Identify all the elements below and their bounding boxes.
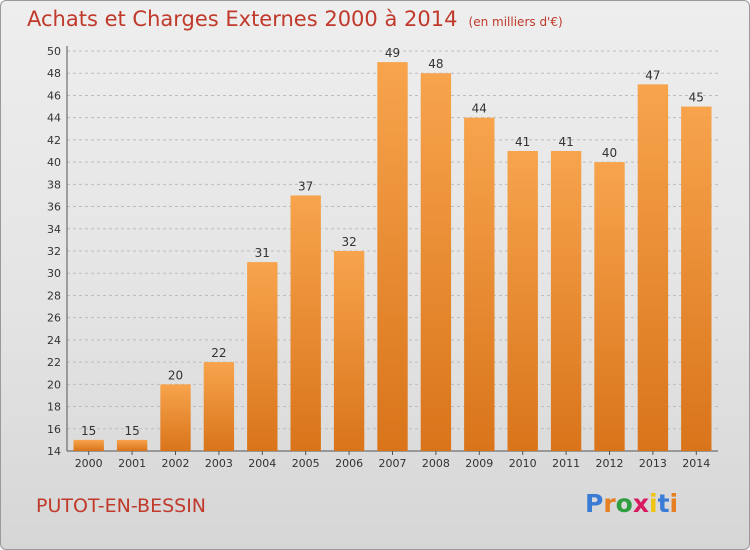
value-label-2010: 41 [515, 135, 530, 149]
value-label-2005: 37 [298, 179, 313, 193]
value-label-2000: 15 [81, 424, 96, 438]
y-tick-labels: 14 16 18 20 22 24 26 28 30 32 34 36 38 40 42 44 46 48 50 [47, 45, 61, 458]
bar-2012[interactable] [594, 162, 625, 451]
logo-letter: P [585, 489, 604, 518]
x-tick-label-2001: 2001 [118, 457, 146, 470]
y-tick-label: 30 [47, 267, 61, 280]
title-row: Achats et Charges Externes 2000 à 2014 (… [27, 7, 563, 31]
logo-letter: o [615, 489, 633, 518]
x-tick-label-2013: 2013 [639, 457, 667, 470]
x-tick-label-2009: 2009 [465, 457, 493, 470]
value-label-2008: 48 [428, 57, 443, 71]
value-label-2003: 22 [211, 346, 226, 360]
bar-2004[interactable] [247, 262, 278, 451]
value-label-2006: 32 [341, 235, 356, 249]
bar-2014[interactable] [681, 106, 712, 452]
x-tick-label-2008: 2008 [422, 457, 450, 470]
bar-2010[interactable] [507, 151, 538, 451]
y-tick-label: 50 [47, 45, 61, 58]
value-label-2001: 15 [124, 424, 139, 438]
bar-2013[interactable] [637, 84, 669, 451]
y-tick-label: 18 [47, 401, 61, 414]
chart-subtitle: (en milliers d'€) [468, 15, 563, 29]
y-tick-label: 20 [47, 378, 61, 391]
y-tick-label: 46 [47, 89, 61, 102]
x-tick-label-2010: 2010 [509, 457, 537, 470]
y-tick-label: 44 [47, 112, 61, 125]
logo-letter: i [649, 489, 658, 518]
chart-title: Achats et Charges Externes 2000 à 2014 [27, 7, 458, 31]
y-tick-label: 26 [47, 312, 61, 325]
y-tick-label: 22 [47, 356, 61, 369]
y-tick-label: 16 [47, 423, 61, 436]
value-label-2002: 20 [168, 368, 183, 382]
bar-2002[interactable] [160, 384, 191, 451]
x-tick-label-2003: 2003 [205, 457, 233, 470]
x-tick-label-2006: 2006 [335, 457, 363, 470]
x-tick-label-2002: 2002 [162, 457, 190, 470]
bar-2007[interactable] [377, 62, 408, 451]
commune-name: PUTOT-EN-BESSIN [36, 495, 207, 517]
value-label-2014: 45 [689, 91, 704, 105]
logo-letter: r [603, 489, 616, 518]
logo-letter: t [657, 489, 670, 518]
logo-letter: i [669, 489, 679, 518]
y-tick-label: 40 [47, 156, 61, 169]
proxiti-logo[interactable]: Proxiti [585, 489, 678, 518]
bar-2003[interactable] [203, 362, 235, 451]
y-tick-label: 38 [47, 178, 61, 191]
value-label-2007: 49 [385, 46, 400, 60]
bar-2006[interactable] [333, 251, 365, 451]
value-label-2013: 47 [645, 68, 660, 82]
y-tick-label: 14 [47, 445, 61, 458]
value-label-2011: 41 [558, 135, 573, 149]
x-tick-label-2012: 2012 [596, 457, 624, 470]
y-tick-label: 28 [47, 289, 61, 302]
logo-letter: x [632, 489, 649, 518]
x-tick-label-2014: 2014 [682, 457, 710, 470]
y-tick-label: 32 [47, 245, 61, 258]
bar-2011[interactable] [550, 151, 582, 451]
x-tick-label-2007: 2007 [379, 457, 407, 470]
x-tick-labels: 2000 2001 2002 2003 2004 2005 2006 2007 2008 2009… [75, 457, 711, 470]
value-label-2009: 44 [472, 102, 487, 116]
bar-2000[interactable] [73, 439, 104, 451]
y-tick-label: 24 [47, 334, 61, 347]
x-tick-label-2005: 2005 [292, 457, 320, 470]
bar-2005[interactable] [290, 195, 321, 451]
x-tick-label-2000: 2000 [75, 457, 103, 470]
y-tick-label: 34 [47, 223, 61, 236]
y-tick-label: 48 [47, 67, 61, 80]
x-tick-label-2004: 2004 [248, 457, 276, 470]
value-label-2012: 40 [602, 146, 617, 160]
value-label-2004: 31 [255, 246, 270, 260]
bar-2009[interactable] [464, 117, 495, 452]
bars [73, 62, 712, 452]
bar-2008[interactable] [420, 73, 452, 451]
x-tick-label-2011: 2011 [552, 457, 580, 470]
y-tick-label: 42 [47, 134, 61, 147]
value-labels: 15 15 20 22 31 37 32 49 48 44 41 41 40 47 45 [81, 46, 704, 438]
bar-2001[interactable] [116, 439, 148, 451]
y-tick-label: 36 [47, 201, 61, 214]
